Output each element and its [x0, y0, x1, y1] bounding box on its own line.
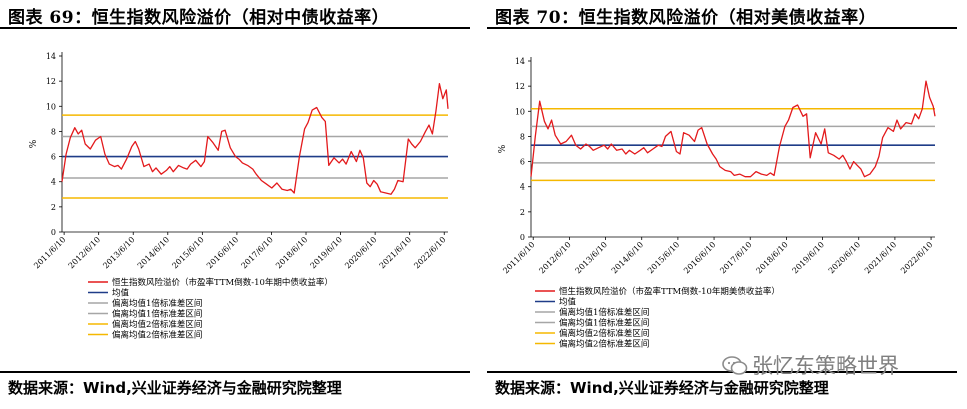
chart-panel-left: 图表 69：恒生指数风险溢价（相对中债收益率） 0 2 4 6 8 10 12 14% 2011… — [0, 0, 470, 409]
x-tick-label: 2020/6/10 — [827, 240, 862, 275]
series-line — [61, 83, 449, 195]
x-tick-label: 2011/6/10 — [501, 240, 536, 275]
x-tick-label: 2014/6/10 — [136, 235, 171, 270]
legend-label: 偏离均值1倍标准差区间 — [112, 298, 202, 309]
data-source-note: 数据来源：Wind,兴业证券经济与金融研究院整理 — [8, 379, 342, 397]
legend-label: 偏离均值2倍标准差区间 — [112, 319, 202, 330]
x-tick-label: 2022/6/10 — [412, 235, 447, 270]
wechat-icon — [722, 356, 748, 375]
x-tick-label: 2011/6/10 — [32, 235, 67, 270]
source-divider — [0, 371, 470, 373]
y-tick-label: 8 — [520, 132, 525, 141]
title-divider — [0, 27, 470, 29]
x-tick-label: 2012/6/10 — [67, 235, 102, 270]
legend-label: 偏离均值2倍标准差区间 — [559, 339, 649, 350]
y-tick-label: 10 — [46, 102, 56, 111]
legend-label: 偏离均值1倍标准差区间 — [112, 309, 202, 320]
legend-label: 均值 — [559, 297, 577, 308]
y-tick-label: 10 — [515, 107, 525, 116]
y-tick-label: 6 — [51, 153, 56, 162]
x-tick-label: 2018/6/10 — [754, 240, 789, 275]
source-divider — [487, 371, 957, 373]
y-tick-label: 4 — [51, 178, 56, 187]
series-line — [530, 80, 936, 178]
chart-title: 图表 69：恒生指数风险溢价（相对中债收益率） — [8, 8, 390, 28]
y-tick-label: 0 — [51, 228, 56, 237]
x-tick-label: 2012/6/10 — [537, 240, 572, 275]
legend-label: 均值 — [112, 288, 130, 299]
chart-title: 图表 70：恒生指数风险溢价（相对美债收益率） — [495, 8, 877, 28]
chart-panel-right: 图表 70：恒生指数风险溢价（相对美债收益率） 0 2 4 6 8 10 12 14% 2011… — [487, 0, 957, 409]
legend-label: 偏离均值1倍标准差区间 — [559, 318, 649, 329]
x-tick-label: 2015/6/10 — [170, 235, 205, 270]
x-tick-label: 2013/6/10 — [101, 235, 136, 270]
x-tick-label: 2013/6/10 — [574, 240, 609, 275]
legend-label: 偏离均值1倍标准差区间 — [559, 307, 649, 318]
x-tick-label: 2014/6/10 — [610, 240, 645, 275]
watermark: 张忆东策略世界 — [722, 350, 899, 380]
x-tick-label: 2021/6/10 — [863, 240, 898, 275]
x-tick-label: 2017/6/10 — [239, 235, 274, 270]
x-tick-label: 2018/6/10 — [274, 235, 309, 270]
watermark-text: 张忆东策略世界 — [752, 354, 899, 378]
y-axis-label: % — [29, 139, 39, 148]
y-tick-label: 4 — [520, 183, 525, 192]
title-divider — [487, 27, 957, 29]
legend-label: 恒生指数风险溢价（市盈率TTM倒数-10年期美债收益率） — [559, 286, 780, 297]
y-tick-label: 2 — [51, 203, 56, 212]
x-tick-label: 2016/6/10 — [205, 235, 240, 270]
x-tick-label: 2017/6/10 — [718, 240, 753, 275]
data-source-note: 数据来源：Wind,兴业证券经济与金融研究院整理 — [495, 379, 829, 397]
y-tick-label: 6 — [520, 158, 525, 167]
x-tick-label: 2019/6/10 — [309, 235, 344, 270]
y-tick-label: 8 — [51, 127, 56, 136]
y-tick-label: 12 — [46, 77, 56, 86]
y-tick-label: 14 — [46, 52, 56, 61]
y-axis-label: % — [498, 144, 508, 153]
y-tick-label: 12 — [515, 82, 525, 91]
x-tick-label: 2015/6/10 — [646, 240, 681, 275]
y-tick-label: 0 — [520, 233, 525, 242]
x-tick-label: 2019/6/10 — [791, 240, 826, 275]
x-tick-label: 2021/6/10 — [378, 235, 413, 270]
y-tick-label: 14 — [515, 57, 525, 66]
legend-label: 偏离均值2倍标准差区间 — [112, 330, 202, 341]
legend-label: 恒生指数风险溢价（市盈率TTM倒数-10年期中债收益率） — [112, 277, 333, 288]
y-tick-label: 2 — [520, 208, 525, 217]
x-tick-label: 2022/6/10 — [899, 240, 934, 275]
legend-label: 偏离均值2倍标准差区间 — [559, 328, 649, 339]
x-tick-label: 2016/6/10 — [682, 240, 717, 275]
x-tick-label: 2020/6/10 — [343, 235, 378, 270]
